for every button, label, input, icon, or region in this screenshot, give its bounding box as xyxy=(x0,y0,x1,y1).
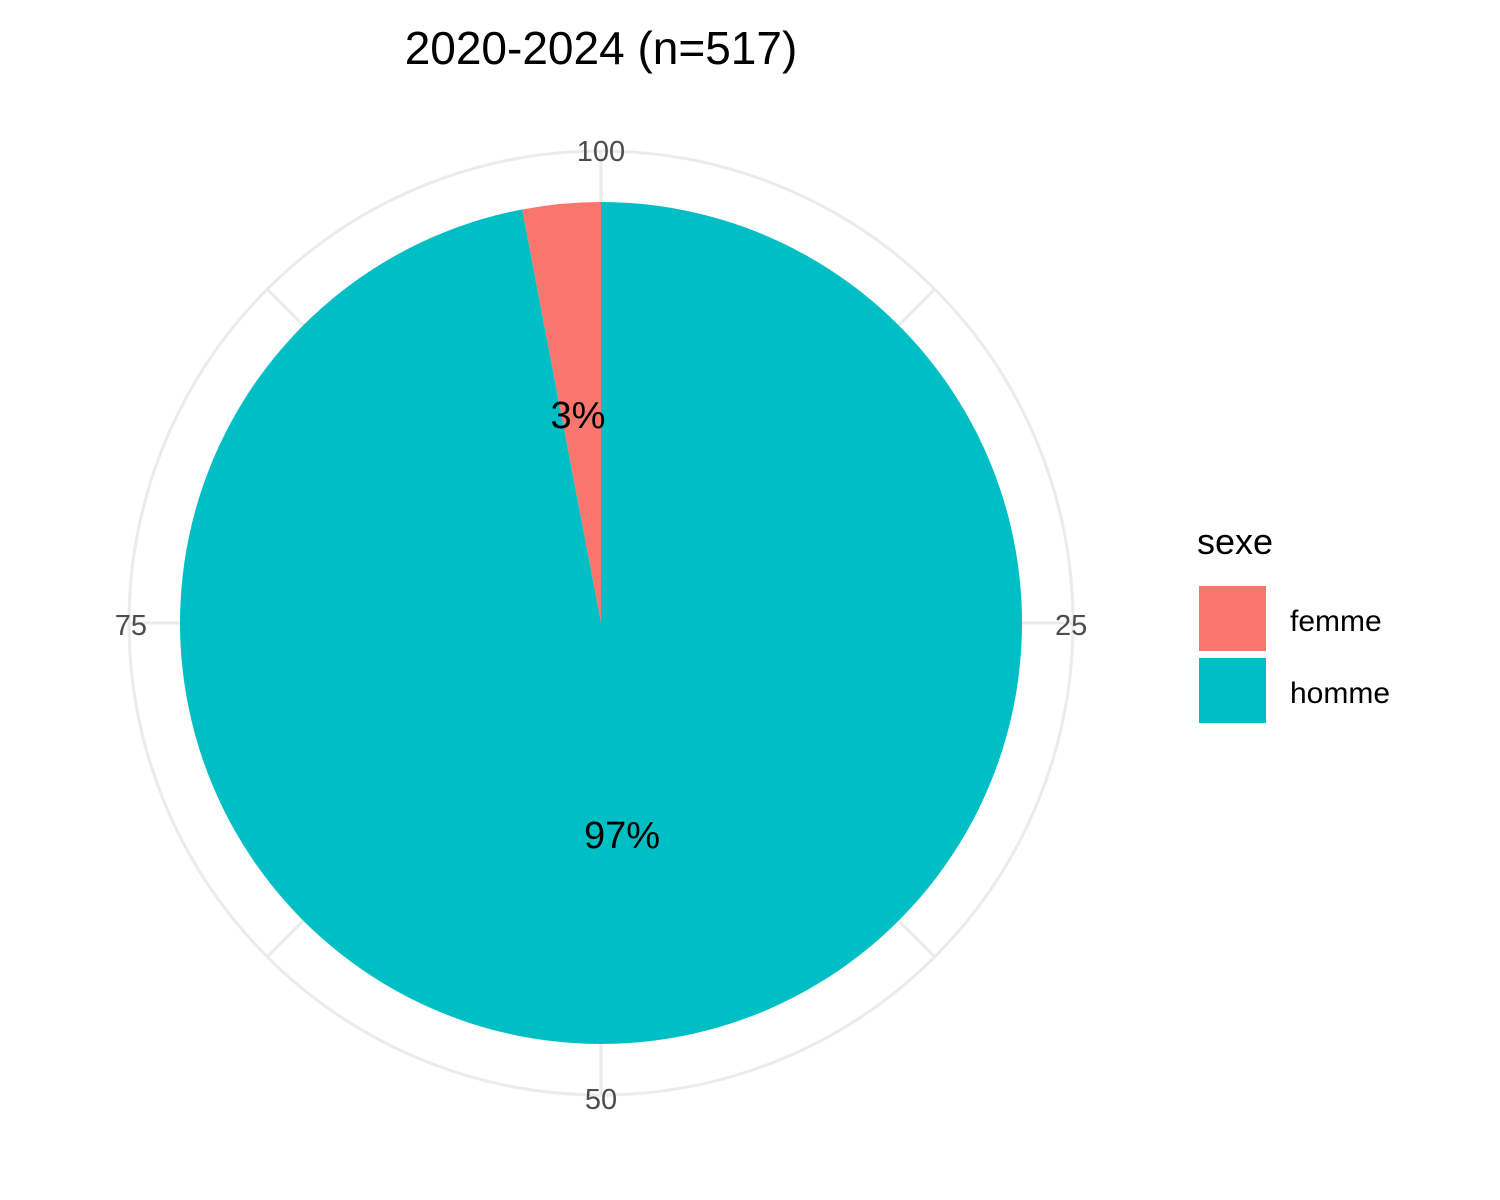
tick-label-100: 100 xyxy=(577,136,625,168)
angle-ticks: 100 25 50 75 xyxy=(115,136,1088,1116)
slice-labels: 3% 97% xyxy=(551,395,660,857)
slice-label-femme: 3% xyxy=(551,395,606,437)
tick-label-75: 75 xyxy=(115,610,147,642)
legend-label-femme: femme xyxy=(1290,605,1382,638)
legend: sexe femme homme xyxy=(1197,521,1390,723)
tick-label-25: 25 xyxy=(1055,610,1087,642)
legend-label-homme: homme xyxy=(1290,677,1390,710)
chart-title: 2020-2024 (n=517) xyxy=(405,22,798,74)
pie-slice-femme xyxy=(522,202,601,623)
pie-slices xyxy=(180,202,1023,1044)
legend-swatch-homme xyxy=(1199,658,1266,723)
legend-title: sexe xyxy=(1197,521,1273,562)
pie-slice-homme xyxy=(180,202,1023,1044)
legend-swatch-femme xyxy=(1199,586,1266,651)
slice-label-homme: 97% xyxy=(584,815,660,857)
tick-label-50: 50 xyxy=(585,1084,617,1116)
